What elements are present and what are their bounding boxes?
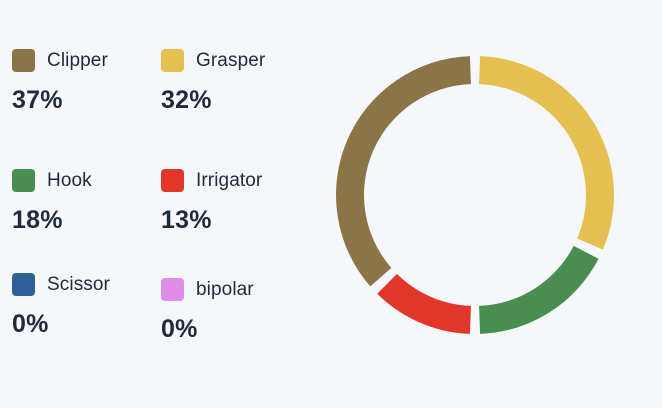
legend-value-bipolar: 0% — [161, 315, 198, 343]
legend-swatch-bipolar — [161, 278, 184, 301]
donut-slice-clipper[interactable] — [335, 56, 471, 287]
legend-item-scissor: Scissor 0% — [12, 273, 110, 339]
donut-slice-hook[interactable] — [479, 245, 599, 334]
legend-item-clipper: Clipper 37% — [12, 49, 108, 115]
legend-label-irrigator: Irrigator — [196, 169, 263, 191]
legend-label-bipolar: bipolar — [196, 278, 254, 300]
donut-slice-grasper[interactable] — [479, 56, 614, 250]
legend-swatch-hook — [12, 169, 35, 192]
legend-value-irrigator: 13% — [161, 206, 212, 234]
legend-value-hook: 18% — [12, 206, 63, 234]
legend-item-bipolar: bipolar 0% — [161, 278, 254, 344]
legend-value-clipper: 37% — [12, 86, 63, 114]
legend-value-grasper: 32% — [161, 86, 212, 114]
legend-label-hook: Hook — [47, 169, 92, 191]
legend-item-hook: Hook 18% — [12, 169, 92, 235]
legend-swatch-scissor — [12, 273, 35, 296]
legend-item-grasper: Grasper 32% — [161, 49, 265, 115]
legend-value-scissor: 0% — [12, 310, 49, 338]
legend-swatch-grasper — [161, 49, 184, 72]
legend-label-clipper: Clipper — [47, 49, 108, 71]
legend-label-scissor: Scissor — [47, 273, 110, 295]
legend-label-grasper: Grasper — [196, 49, 266, 71]
donut-chart — [335, 56, 614, 334]
donut-slice-irrigator[interactable] — [377, 273, 471, 334]
legend-swatch-irrigator — [161, 169, 184, 192]
legend-item-irrigator: Irrigator 13% — [161, 169, 262, 235]
legend-swatch-clipper — [12, 49, 35, 72]
